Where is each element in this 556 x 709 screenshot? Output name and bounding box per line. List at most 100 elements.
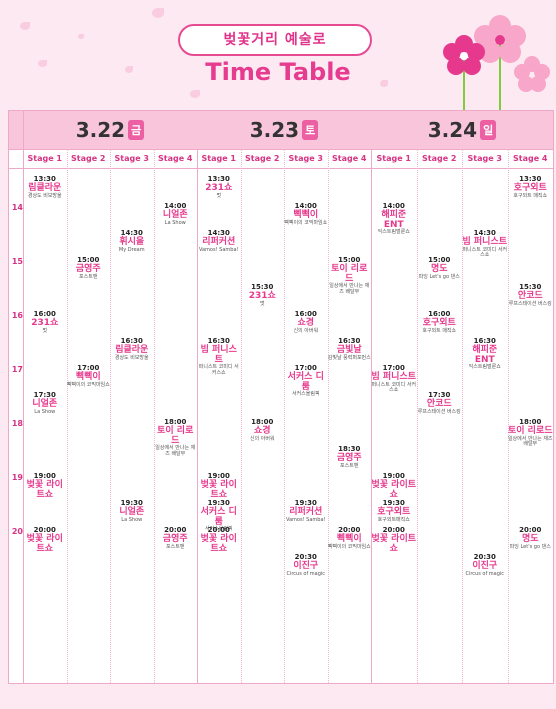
performance-entry: 17:00 삑삑이 삑삑이의 코믹마임쇼 (67, 364, 111, 388)
performance-time: 16:30 (473, 337, 496, 345)
performer-name: 니얼존 (119, 506, 145, 517)
performance-entry: 14:30 리퍼커션 Vamos! Samba! (197, 229, 241, 253)
column-divider (416, 149, 418, 683)
petal-decoration (190, 90, 200, 98)
performer-name: 벚꽃 라이트쇼 (200, 533, 237, 554)
performance-subtitle: 퍼니스트 코미디 서커스쇼 (198, 364, 239, 376)
performance-subtitle: La Show (121, 516, 143, 523)
performer-name: 해피준 ENT (472, 344, 498, 365)
performer-name: 서커스 디룸 (287, 371, 324, 392)
performance-entry: 16:00 쇼경 신의 아버워 (284, 310, 328, 334)
performance-subtitle: Circus of magic (465, 570, 505, 577)
performance-entry: 20:30 이진구 Circus of magic (284, 553, 328, 577)
cherry-blossom-icon (443, 15, 550, 110)
stage-header-row: Stage 1 Stage 2 Stage 3 Stage 4 Stage 1 Stage… (9, 149, 553, 169)
performer-name: 림클라운 (28, 182, 62, 193)
hour-label: 20 (11, 527, 23, 536)
performer-name: 해피준 ENT (381, 209, 407, 230)
page-title: Time Table (205, 58, 351, 86)
performance-entry: 20:30 이진구 Circus of magic (462, 553, 508, 577)
corner-cell (9, 111, 24, 149)
performer-name: 휘시올 (119, 236, 145, 247)
column-divider (153, 149, 155, 683)
performer-name: 쇼경 (297, 317, 315, 328)
column-divider (66, 149, 68, 683)
petal-decoration (125, 66, 133, 73)
performance-subtitle: 호구외트 매직쇼 (422, 327, 457, 334)
performance-subtitle: 호구외트매직쇼 (377, 516, 410, 523)
performance-subtitle: Circus of magic (286, 570, 326, 577)
performance-entry: 17:30 니얼존 La Show (23, 391, 67, 415)
performance-entry: 20:00 명도 파잉 Let's go 댄스 (508, 526, 554, 550)
performance-subtitle: 일상에서 만나는 재즈 배달부 (329, 283, 370, 295)
performance-time: 19:00 (382, 472, 405, 480)
performance-entry: 19:30 호구외트 호구외트매직쇼 (371, 499, 417, 523)
performance-time: 17:00 (294, 364, 317, 372)
performance-time: 20:30 (473, 553, 496, 561)
performance-entry: 16:30 금빛날 김빛날 풍력퍼포먼스 (328, 337, 372, 361)
day-header-2: 3.23 토 (197, 111, 372, 149)
performance-time: 19:30 (382, 499, 405, 507)
performance-subtitle: 퍼니스트 코미디 서커스쇼 (462, 246, 508, 259)
performance-time: 17:00 (382, 364, 405, 372)
performance-subtitle: 포스트맨 (166, 543, 185, 550)
performance-subtitle: 신의 아버워 (249, 435, 275, 442)
performer-name: 이진구 (472, 560, 498, 571)
performance-time: 20:00 (382, 526, 405, 534)
performance-entry: 16:30 빔 퍼니스트 퍼니스트 코미디 서커스쇼 (197, 337, 241, 376)
day-header-3: 3.24 일 (371, 111, 553, 149)
performance-entry: 19:00 벚꽃 라이트쇼 (371, 472, 417, 500)
performance-entry: 18:00 토이 리로드 일상에서 만나는 재즈 배달부 (508, 418, 554, 448)
performance-entry: 13:30 림클라운 경상도 비보방울 (23, 175, 67, 199)
day-of-week-badge: 토 (302, 120, 319, 140)
performance-entry: 19:00 벚꽃 라이트쇼 (23, 472, 67, 500)
performance-entry: 20:00 벚꽃 라이트쇼 (371, 526, 417, 554)
performance-subtitle: Vamos! Samba! (285, 516, 326, 523)
timetable: 3.22 금 3.23 토 3.24 일 Stage 1 Stage 2 Stage… (8, 110, 554, 684)
performance-entry: 20:00 삑삑이 삑삑이의 코믹마임쇼 (328, 526, 372, 550)
performer-name: 서커스 디룸 (200, 506, 237, 527)
performance-subtitle: 호구외트 매직쇼 (513, 192, 548, 199)
stage-label: Stage 2 (422, 154, 457, 163)
performance-time: 16:00 (33, 310, 56, 318)
performance-entry: 18:00 토이 리로드 일상에서 만나는 재즈 배달부 (154, 418, 198, 457)
performer-name: 호구외트 (422, 317, 456, 328)
day-date: 3.23 (249, 118, 300, 142)
performance-subtitle: La Show (164, 219, 186, 226)
festival-name-pill: 벚꽃거리 예술로 (178, 24, 372, 56)
performance-time: 18:00 (164, 418, 187, 426)
performance-time: 14:00 (164, 202, 187, 210)
column-divider (327, 149, 329, 683)
hour-label: 14 (11, 203, 23, 212)
petal-decoration (152, 8, 164, 18)
performance-time: 16:00 (294, 310, 317, 318)
performance-entry: 19:00 벚꽃 라이트쇼 (197, 472, 241, 500)
performance-time: 17:30 (428, 391, 451, 399)
performer-name: 이진구 (293, 560, 319, 571)
performance-entry: 14:00 삑삑이 삑삑이의 코믹마임쇼 (284, 202, 328, 226)
performance-subtitle: 파잉 Let's go 댄스 (509, 543, 551, 550)
performance-time: 13:30 (207, 175, 230, 183)
performance-time: 18:00 (519, 418, 542, 426)
column-divider (240, 149, 242, 683)
performer-name: 삑삑이 (293, 209, 319, 220)
performer-name: 벚꽃 라이트쇼 (200, 479, 237, 500)
performance-entry: 16:00 호구외트 호구외트 매직쇼 (417, 310, 463, 334)
performer-name: 벚꽃 라이트쇼 (371, 533, 417, 554)
performance-subtitle: 루프스테이션 버스킹 (508, 300, 552, 307)
column-divider (462, 149, 463, 683)
performer-name: 삑삑이 (336, 533, 362, 544)
performance-time: 20:30 (294, 553, 317, 561)
performance-entry: 14:30 빔 퍼니스트 퍼니스트 코미디 서커스쇼 (462, 229, 508, 259)
column-divider (197, 149, 198, 683)
performer-name: 빔 퍼니스트 (200, 344, 237, 365)
column-divider (284, 149, 285, 683)
performance-subtitle: 익스트림벌룬쇼 (377, 229, 410, 236)
performance-subtitle: 멋 (259, 300, 265, 307)
performance-subtitle: 포스트맨 (79, 273, 98, 280)
performance-entry: 17:00 서커스 디룸 서커스올림픽 (284, 364, 328, 398)
stage-label: Stage 2 (245, 154, 280, 163)
performance-time: 20:00 (338, 526, 361, 534)
performer-name: 리퍼커션 (289, 506, 323, 517)
column-divider (23, 149, 24, 683)
